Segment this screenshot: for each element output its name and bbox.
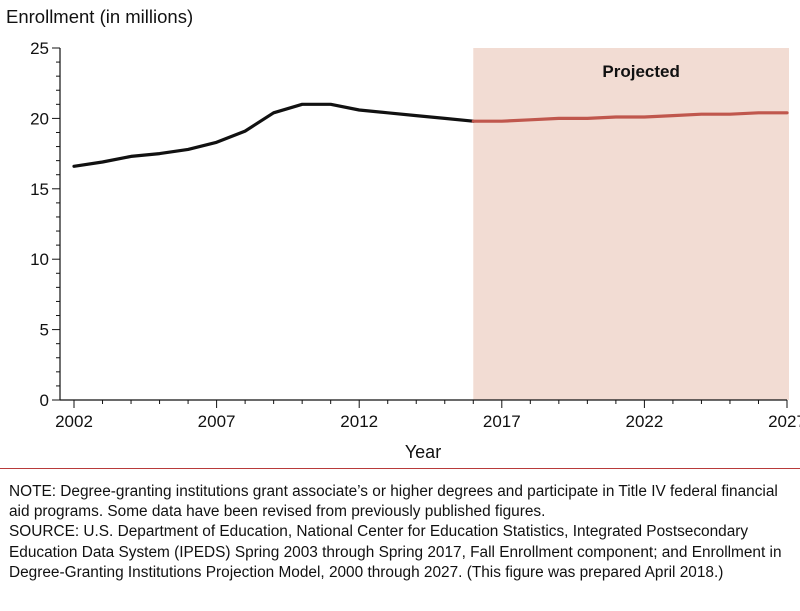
projected-label: Projected xyxy=(602,62,679,81)
y-axis-title: Enrollment (in millions) xyxy=(6,6,193,27)
projected-series-line xyxy=(471,111,789,123)
axis-ticks: 0 5 10 15 20 25 2002 2007 2012 2017 2022 2027 xyxy=(30,39,800,431)
projected-band xyxy=(473,48,789,400)
x-axis-title: Year xyxy=(405,442,441,462)
y-tick-label: 10 xyxy=(30,250,49,269)
x-tick-label: 2012 xyxy=(340,412,378,431)
x-tick-label: 2002 xyxy=(55,412,93,431)
source-text: SOURCE: U.S. Department of Education, Na… xyxy=(9,523,782,581)
y-tick-label: 5 xyxy=(40,321,49,340)
y-tick-label: 15 xyxy=(30,180,49,199)
x-tick-label: 2007 xyxy=(198,412,236,431)
axes xyxy=(59,48,787,401)
note-block: NOTE: Degree-granting institutions grant… xyxy=(9,482,795,583)
enrollment-line-chart: Projected Enrollment (in millions) Year … xyxy=(6,6,800,462)
y-tick-label: 25 xyxy=(30,39,49,58)
x-tick-label: 2017 xyxy=(483,412,521,431)
note-text: NOTE: Degree-granting institutions grant… xyxy=(9,483,778,521)
actual-series-line xyxy=(72,102,475,168)
x-tick-label: 2022 xyxy=(625,412,663,431)
x-tick-label: 2027 xyxy=(768,412,800,431)
series-lines xyxy=(72,102,789,168)
y-tick-label: 20 xyxy=(30,109,49,128)
note-divider xyxy=(0,468,800,469)
y-tick-label: 0 xyxy=(40,391,49,410)
